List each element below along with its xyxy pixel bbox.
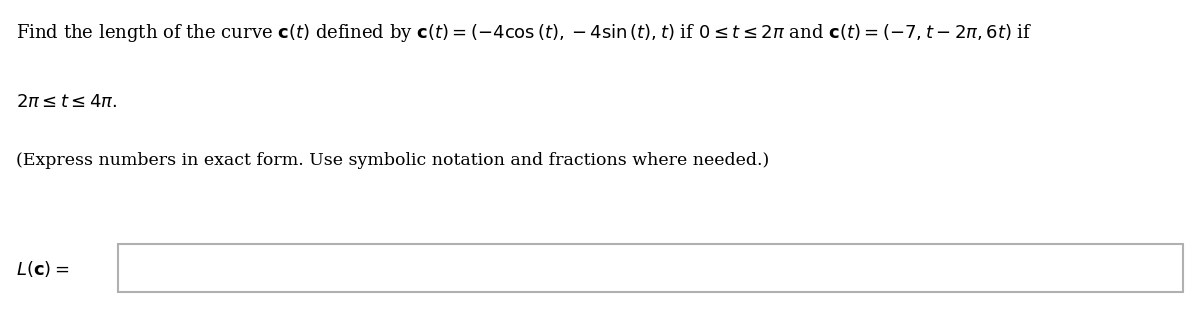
Text: $2\pi \leq t \leq 4\pi.$: $2\pi \leq t \leq 4\pi.$ — [16, 93, 118, 111]
Text: $L(\mathbf{c}) =$: $L(\mathbf{c}) =$ — [16, 259, 68, 279]
FancyBboxPatch shape — [118, 244, 1183, 292]
Text: (Express numbers in exact form. Use symbolic notation and fractions where needed: (Express numbers in exact form. Use symb… — [16, 152, 769, 169]
Text: Find the length of the curve $\mathbf{c}(t)$ defined by $\mathbf{c}(t) = (-4\cos: Find the length of the curve $\mathbf{c}… — [16, 22, 1032, 44]
